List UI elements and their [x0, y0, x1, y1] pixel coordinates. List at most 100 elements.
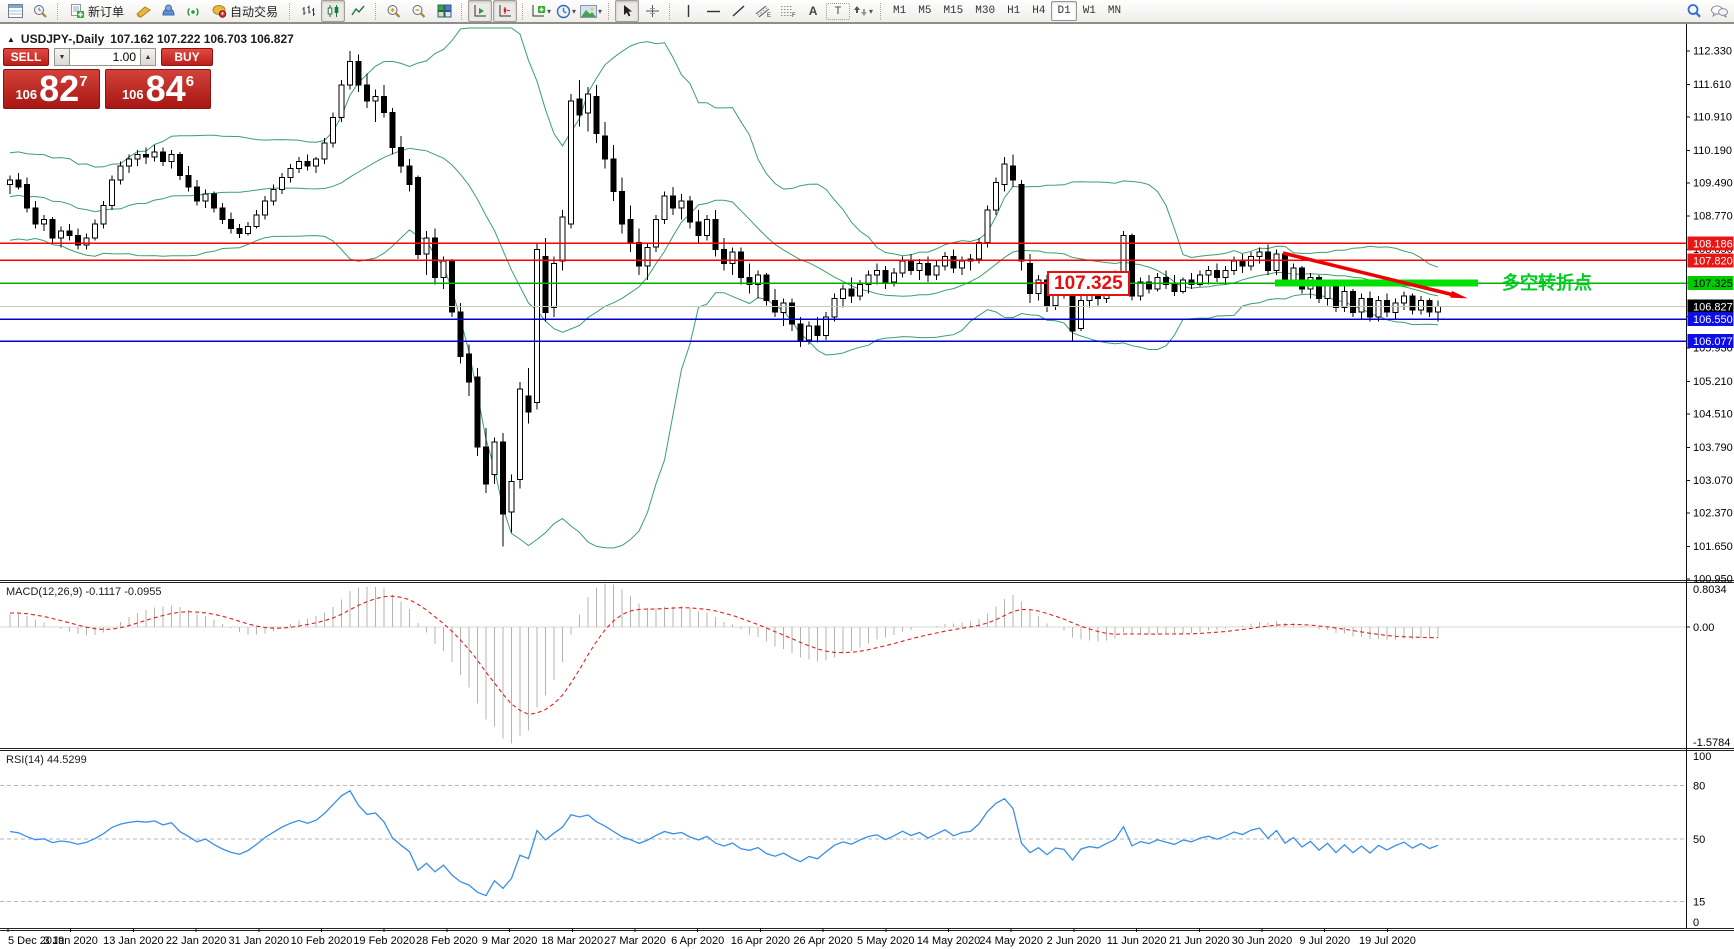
auto-scroll-button[interactable]	[493, 0, 518, 22]
candle	[831, 297, 838, 318]
bar-chart-icon	[302, 5, 315, 16]
search-button[interactable]	[1682, 0, 1706, 22]
timeframe-m30[interactable]: M30	[975, 5, 996, 17]
candle	[908, 260, 914, 271]
volume-input[interactable]	[70, 48, 140, 66]
candle	[695, 221, 702, 237]
candle	[483, 446, 489, 485]
sell-price-button[interactable]: 106 82 7	[3, 69, 100, 109]
candle	[899, 260, 906, 274]
date-tick-label: 2 Jun 2020	[1047, 935, 1101, 947]
line-chart-button[interactable]	[346, 0, 370, 22]
collapse-panel-icon[interactable]: ▲	[7, 34, 15, 44]
candle	[32, 207, 39, 225]
zoom-out-button[interactable]	[407, 0, 431, 22]
volume-increase-button[interactable]: ▲	[140, 48, 156, 66]
chart-canvas[interactable]: 112.330 111.610 110.910 110.190 109.490 108.7…	[0, 24, 1734, 949]
market-watch-button[interactable]	[3, 0, 27, 22]
cursor-button[interactable]	[615, 0, 640, 22]
periods-button[interactable]: ▾	[554, 0, 578, 22]
signals-button[interactable]	[181, 0, 205, 22]
candlestick-chart-button[interactable]	[321, 0, 346, 22]
date-tick-label: 6 Apr 2020	[671, 935, 724, 947]
candle	[338, 84, 345, 118]
buy-price-pip: 6	[185, 73, 195, 90]
candle	[185, 174, 192, 188]
line-chart-icon	[350, 5, 365, 16]
buy-price-base: 106	[121, 86, 144, 102]
candle	[602, 135, 608, 160]
community-button[interactable]	[156, 0, 180, 22]
fibonacci-button[interactable]: F	[776, 0, 800, 22]
timeframe-h4[interactable]: H4	[1032, 5, 1046, 17]
zoom-in-button[interactable]	[382, 0, 406, 22]
horizontal-line-button[interactable]	[701, 0, 725, 22]
date-tick-label: 5 Dec 2019	[8, 935, 64, 947]
bar-chart-button[interactable]	[296, 0, 320, 22]
label-tool-glyph: T	[834, 5, 842, 17]
candle	[58, 230, 64, 239]
date-tick-label: 18 Mar 2020	[541, 935, 603, 947]
chat-button[interactable]	[1707, 0, 1731, 22]
date-tick-label: 3 Jan 2020	[43, 935, 97, 947]
volume-decrease-button[interactable]: ▼	[54, 48, 70, 66]
date-tick-label: 16 Apr 2020	[731, 935, 790, 947]
candle	[610, 158, 617, 193]
candle	[848, 288, 855, 297]
autotrading-button[interactable]: 自动交易	[206, 0, 284, 22]
strategy-tester-button[interactable]	[28, 0, 52, 22]
crosshair-button[interactable]	[640, 0, 664, 22]
price-callout-box[interactable]: 107.325	[1047, 271, 1130, 296]
timeframe-w1[interactable]: W1	[1082, 5, 1096, 17]
candle	[1239, 260, 1246, 267]
depth-of-market-button[interactable]	[131, 0, 155, 22]
symbol-period-label: USDJPY-,Daily	[20, 32, 105, 46]
red-trend-arrow[interactable]	[1282, 251, 1459, 298]
trendline-button[interactable]	[726, 0, 750, 22]
turning-point-annotation[interactable]: 多空转折点	[1502, 269, 1592, 295]
equidistant-channel-button[interactable]: E	[751, 0, 775, 22]
candlestick-icon	[327, 5, 338, 17]
timeframe-mn[interactable]: MN	[1107, 5, 1122, 17]
timeframe-d1[interactable]: D1	[1051, 1, 1077, 21]
chart-area[interactable]: 112.330 111.610 110.910 110.190 109.490 108.7…	[0, 24, 1734, 949]
tile-windows-button[interactable]	[432, 0, 456, 22]
timeframe-m15[interactable]: M15	[943, 5, 964, 17]
auto-scroll-icon	[499, 5, 511, 17]
tester-magnifier-icon	[34, 4, 47, 18]
timeframe-h1[interactable]: H1	[1007, 5, 1021, 17]
candle	[840, 288, 846, 299]
rsi-value: 44.5299	[46, 754, 87, 766]
templates-button[interactable]: ▾	[579, 0, 603, 22]
new-order-button[interactable]: 新订单	[64, 0, 130, 22]
price-tick-label: 105.210	[1693, 376, 1733, 388]
vertical-line-button[interactable]	[676, 0, 700, 22]
main-toolbar: 新订单 自动交易 ▾ ▾	[0, 0, 1734, 24]
gold-wedge-icon	[135, 5, 151, 18]
rsi-line	[9, 789, 1439, 897]
dropdown-caret-icon: ▾	[869, 6, 874, 16]
candle	[525, 395, 532, 413]
candle	[891, 272, 897, 283]
buy-price-button[interactable]: 106 84 6	[105, 69, 211, 109]
sell-button[interactable]: SELL	[3, 48, 49, 66]
indicators-button[interactable]: ▾	[529, 0, 553, 22]
timeframe-m5[interactable]: M5	[918, 5, 932, 17]
candle	[466, 353, 472, 383]
price-tick-label: 108.770	[1693, 211, 1733, 223]
candle	[1409, 295, 1416, 311]
candle	[712, 218, 719, 251]
candle	[398, 147, 404, 167]
text-button[interactable]: A	[801, 0, 825, 22]
buy-button[interactable]: BUY	[161, 48, 213, 66]
candle	[92, 223, 98, 239]
candle	[211, 193, 217, 209]
timeframe-m1[interactable]: M1	[893, 5, 907, 17]
rsi-axis-label: 50	[1693, 834, 1705, 846]
arrows-button[interactable]: ▾	[851, 0, 875, 22]
chart-shift-button[interactable]	[468, 0, 493, 22]
candle	[823, 316, 829, 336]
text-label-button[interactable]: T	[826, 2, 851, 20]
candle	[457, 311, 464, 357]
new-order-icon	[71, 3, 84, 18]
